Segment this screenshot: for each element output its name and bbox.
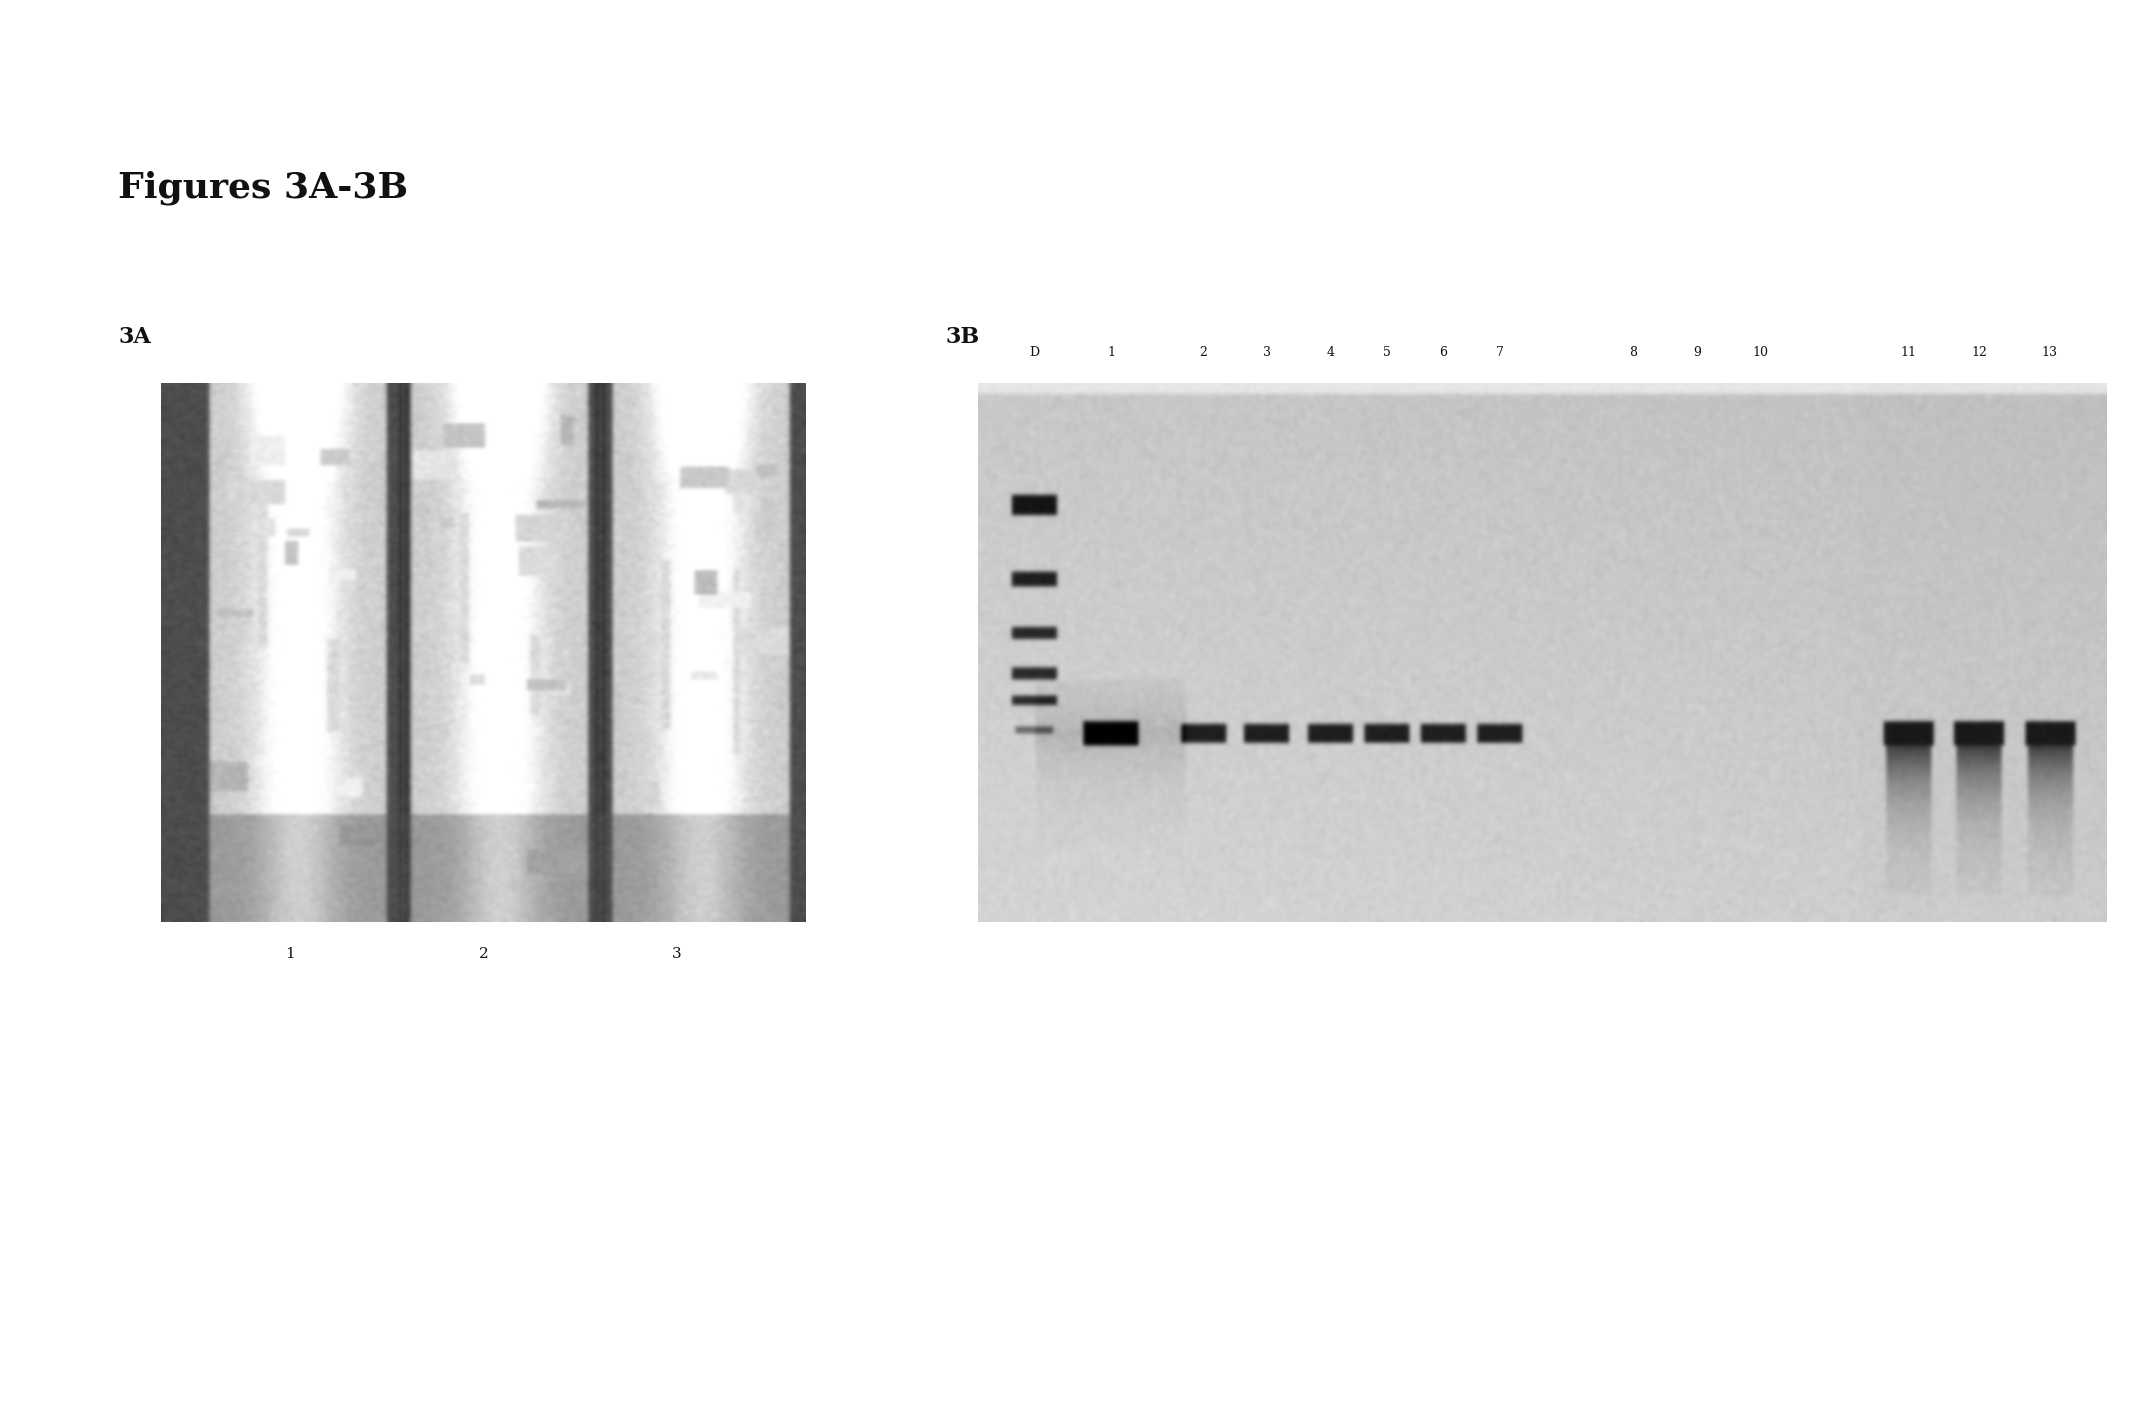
Text: 1: 1: [1107, 346, 1115, 359]
Text: 1: 1: [286, 947, 294, 961]
Text: 6: 6: [1440, 346, 1446, 359]
Text: 2: 2: [479, 947, 488, 961]
Text: 10: 10: [1751, 346, 1769, 359]
Text: 4: 4: [1326, 346, 1335, 359]
Text: 2: 2: [1199, 346, 1208, 359]
Text: 8: 8: [1629, 346, 1638, 359]
Text: D: D: [1029, 346, 1040, 359]
Text: 5: 5: [1382, 346, 1390, 359]
Text: 12: 12: [1971, 346, 1988, 359]
Text: 3: 3: [1264, 346, 1270, 359]
Text: 9: 9: [1693, 346, 1702, 359]
Text: Figures 3A-3B: Figures 3A-3B: [118, 170, 408, 204]
Text: 3B: 3B: [946, 326, 980, 349]
Text: 3: 3: [673, 947, 681, 961]
Text: 7: 7: [1496, 346, 1504, 359]
Text: 13: 13: [2042, 346, 2057, 359]
Text: 11: 11: [1900, 346, 1917, 359]
Text: 3A: 3A: [118, 326, 150, 349]
